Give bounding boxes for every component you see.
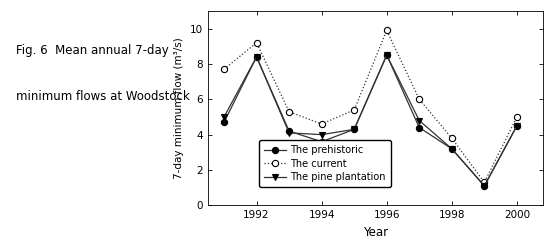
The prehistoric <box>253 55 260 58</box>
The pine plantation <box>351 128 357 131</box>
Text: Fig. 6  Mean annual 7-day: Fig. 6 Mean annual 7-day <box>16 44 169 57</box>
The prehistoric <box>383 54 390 57</box>
Y-axis label: 7-day minimum flow (m³/s): 7-day minimum flow (m³/s) <box>174 37 184 179</box>
X-axis label: Year: Year <box>363 226 388 239</box>
Legend: The prehistoric, The current, The pine plantation: The prehistoric, The current, The pine p… <box>259 140 391 187</box>
The current <box>351 108 357 111</box>
Line: The pine plantation: The pine plantation <box>221 52 520 189</box>
The current <box>416 98 423 101</box>
The current <box>253 41 260 44</box>
The current <box>286 110 293 113</box>
The current <box>449 137 455 140</box>
The pine plantation <box>220 115 227 118</box>
The pine plantation <box>286 131 293 134</box>
The prehistoric <box>220 121 227 124</box>
The prehistoric <box>319 140 325 143</box>
The current <box>481 181 488 184</box>
The current <box>220 68 227 71</box>
The pine plantation <box>383 54 390 57</box>
The current <box>514 115 520 118</box>
Line: The current: The current <box>221 27 520 185</box>
The pine plantation <box>416 119 423 122</box>
The prehistoric <box>286 130 293 133</box>
The pine plantation <box>481 184 488 187</box>
The pine plantation <box>319 133 325 136</box>
The prehistoric <box>481 184 488 187</box>
The prehistoric <box>449 147 455 150</box>
The current <box>319 122 325 125</box>
Text: minimum flows at Woodstock: minimum flows at Woodstock <box>16 90 190 103</box>
The prehistoric <box>416 126 423 129</box>
The pine plantation <box>514 124 520 127</box>
The pine plantation <box>253 55 260 58</box>
The prehistoric <box>351 128 357 131</box>
Line: The prehistoric: The prehistoric <box>221 52 520 189</box>
The pine plantation <box>449 147 455 150</box>
The current <box>383 29 390 32</box>
The prehistoric <box>514 124 520 127</box>
